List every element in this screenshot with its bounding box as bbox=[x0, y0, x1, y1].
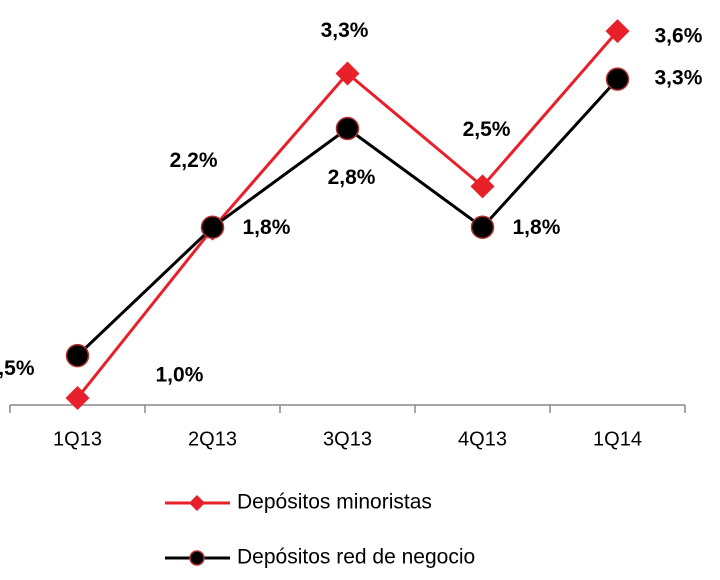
data-point bbox=[200, 215, 225, 239]
data-point bbox=[605, 19, 630, 44]
data-label: 3,3% bbox=[321, 19, 369, 42]
data-label: 1,8% bbox=[243, 216, 291, 239]
data-point bbox=[65, 343, 90, 368]
data-label: 0,5% bbox=[0, 357, 35, 380]
legend-marker bbox=[189, 550, 205, 566]
data-label: 3,3% bbox=[655, 67, 703, 90]
x-tick-label: 2Q13 bbox=[188, 428, 237, 450]
data-label: 2,2% bbox=[170, 149, 218, 172]
legend-label: Depósitos minoristas bbox=[237, 491, 432, 514]
data-point bbox=[335, 61, 360, 86]
x-tick-label: 4Q13 bbox=[458, 428, 507, 450]
data-label: 2,8% bbox=[328, 166, 376, 189]
data-point bbox=[335, 116, 360, 141]
data-point bbox=[605, 67, 630, 91]
data-point bbox=[65, 385, 90, 410]
legend-label: Depósitos red de negocio bbox=[237, 546, 475, 569]
data-point bbox=[470, 215, 495, 239]
data-point bbox=[470, 174, 495, 199]
data-label: 1,0% bbox=[156, 363, 204, 386]
legend-marker bbox=[189, 495, 205, 511]
series-line bbox=[76, 30, 619, 399]
x-tick-label: 1Q14 bbox=[593, 428, 642, 450]
x-tick-label: 1Q13 bbox=[53, 428, 102, 450]
data-label: 2,5% bbox=[463, 118, 511, 141]
data-label: 3,6% bbox=[655, 25, 703, 48]
data-label: 1,8% bbox=[513, 216, 561, 239]
x-tick-label: 3Q13 bbox=[323, 428, 372, 450]
